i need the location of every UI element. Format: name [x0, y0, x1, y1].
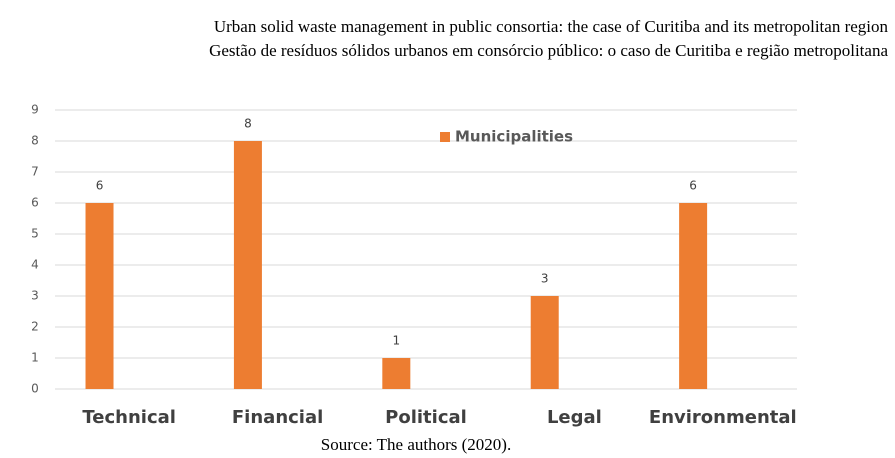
bar — [233, 141, 262, 389]
y-tick-label: 7 — [31, 165, 39, 179]
data-label: 3 — [541, 272, 549, 286]
x-tick-label: Financial — [232, 407, 323, 428]
source-note: Source: The authors (2020). — [321, 435, 511, 454]
legend-label: Municipalities — [455, 128, 573, 146]
x-tick-label: Political — [385, 407, 467, 428]
y-tick-label: 2 — [31, 320, 39, 334]
x-tick-label: Legal — [547, 407, 602, 428]
data-label: 8 — [244, 117, 252, 131]
y-tick-label: 0 — [31, 382, 39, 396]
chart-subtitle: Gestão de resíduos sólidos urbanos em co… — [209, 41, 888, 60]
y-tick-label: 9 — [31, 103, 39, 117]
data-label: 6 — [96, 179, 104, 193]
y-tick-label: 3 — [31, 289, 39, 303]
x-tick-label: Technical — [82, 407, 176, 428]
x-tick-label: Environmental — [649, 407, 797, 428]
y-tick-label: 6 — [31, 196, 39, 210]
bar — [85, 203, 114, 389]
bar — [530, 296, 559, 389]
data-label: 6 — [689, 179, 697, 193]
chart-title: Urban solid waste management in public c… — [214, 17, 889, 36]
data-label: 1 — [392, 334, 400, 348]
y-tick-label: 8 — [31, 134, 39, 148]
bar — [679, 203, 708, 389]
legend-swatch — [440, 132, 450, 142]
bar — [382, 358, 411, 389]
y-tick-label: 4 — [31, 258, 39, 272]
y-tick-label: 5 — [31, 227, 39, 241]
y-tick-label: 1 — [31, 351, 39, 365]
